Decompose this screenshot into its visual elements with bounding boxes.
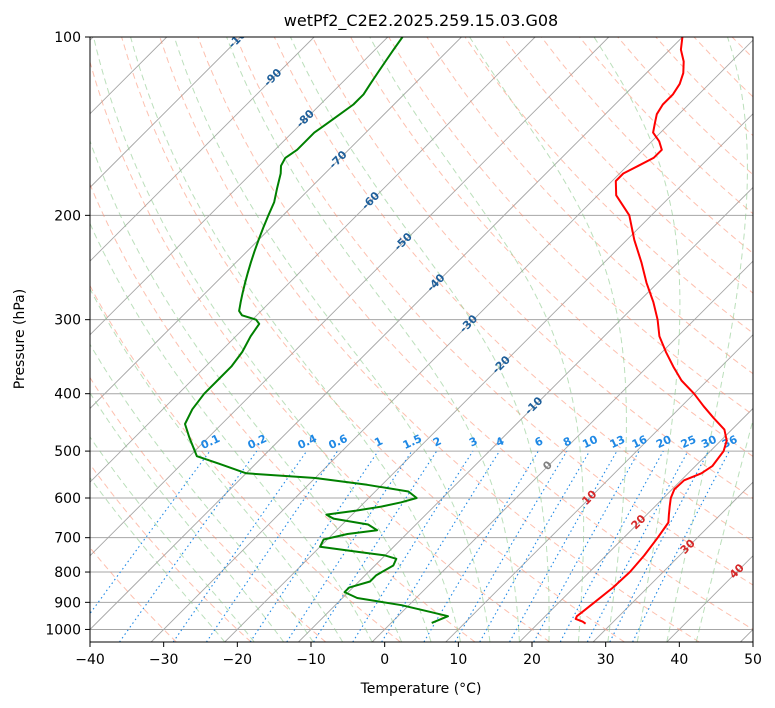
isotherm-line	[90, 37, 536, 483]
dry-adiabat	[121, 37, 625, 642]
isotherm-line	[224, 113, 753, 642]
moist-adiabat	[93, 37, 432, 642]
isotherm-line	[90, 37, 462, 410]
x-tick-label: 40	[670, 652, 688, 668]
moist-adiabat	[90, 343, 314, 642]
moist-adiabat	[469, 37, 627, 642]
x-tick-label: 30	[597, 652, 615, 668]
chart-title: wetPf2_C2E2.2025.259.15.03.G08	[284, 11, 558, 31]
x-axis-label: Temperature (°C)	[360, 681, 482, 697]
isotherm-line	[445, 334, 753, 642]
isotherm-line	[90, 37, 683, 631]
moist-adiabat	[226, 37, 520, 642]
mixing-ratio-line	[423, 450, 539, 642]
dry-adiabat	[235, 37, 753, 586]
plot-frame	[89, 36, 754, 643]
mixing-ratio-line	[313, 450, 438, 642]
x-tick-label: 0	[380, 652, 389, 668]
dewpoint-series-line	[184, 37, 449, 624]
y-tick-label: 900	[54, 595, 81, 611]
y-tick-label: 500	[54, 444, 81, 460]
moist-adiabat	[173, 37, 491, 642]
y-axis-label: Pressure (hPa)	[12, 289, 28, 389]
mixing-ratio-line	[454, 450, 568, 642]
y-tick-label: 1000	[45, 622, 81, 638]
dry-adiabat	[197, 37, 753, 630]
x-tick-label: −20	[223, 652, 253, 668]
mixing-ratio-line	[172, 450, 308, 642]
mixing-ratio-line	[586, 450, 689, 642]
x-tick-label: −30	[149, 652, 179, 668]
axis-ticks: −40 −30 −20 −10 0 10 20 30 40 50 1000 900 800 700 600 5…	[45, 30, 762, 668]
mixing-ratio-line	[352, 450, 474, 642]
moist-adiabat	[90, 476, 226, 642]
moist-adiabat	[290, 37, 550, 642]
moist-adiabat	[90, 139, 403, 642]
x-tick-label: 50	[744, 652, 762, 668]
y-tick-label: 300	[54, 313, 81, 329]
mixing-ratio-label: 25	[679, 433, 698, 451]
mixing-ratio-label: 20	[654, 433, 674, 451]
isotherm-line	[519, 407, 753, 642]
y-tick-label: 200	[54, 208, 81, 224]
x-tick-label: −10	[296, 652, 326, 668]
moist-adiabat	[90, 222, 373, 642]
isotherm-line	[592, 481, 753, 642]
x-tick-label: 10	[449, 652, 467, 668]
dry-adiabat	[502, 37, 753, 294]
y-tick-label: 800	[54, 565, 81, 581]
x-tick-label: 20	[523, 652, 541, 668]
dry-adiabat	[311, 37, 753, 500]
moist-adiabat	[90, 436, 255, 642]
temperature-series-line	[574, 37, 728, 625]
y-tick-label: 100	[54, 30, 81, 46]
mixing-ratio-line	[286, 450, 413, 642]
mixing-ratio-line	[205, 450, 338, 642]
dry-adiabat	[159, 37, 700, 642]
dry-adiabat	[90, 60, 551, 642]
y-tick-label: 400	[54, 387, 81, 403]
dry-adiabat	[273, 37, 753, 543]
dry-adiabat	[90, 463, 252, 642]
mixing-ratio-label: 16	[630, 433, 650, 451]
mixing-ratio-label: 10	[580, 433, 600, 451]
y-tick-label: 600	[54, 491, 81, 507]
mixing-ratio-line	[119, 450, 258, 642]
isotherm-line	[90, 37, 241, 189]
mixing-ratio-line	[249, 450, 379, 642]
x-tick-label: −40	[75, 652, 105, 668]
mixing-ratio-label: 30	[699, 433, 719, 451]
isotherm-line	[371, 260, 753, 642]
series-lines	[184, 37, 728, 625]
moist-adiabat	[666, 37, 748, 642]
moist-adiabat	[90, 392, 285, 642]
isotherm-line	[90, 37, 610, 557]
isotherm-line	[90, 37, 315, 262]
mixing-ratio-line	[381, 450, 500, 642]
moist-adiabat	[369, 37, 585, 642]
y-tick-label: 700	[54, 531, 81, 547]
moist-adiabat	[90, 287, 344, 642]
moist-adiabat	[593, 37, 681, 642]
mixing-ratio-label: 13	[608, 433, 627, 451]
isotherm-line	[90, 37, 389, 336]
isotherm-line	[150, 39, 753, 642]
moist-adiabat	[695, 418, 753, 642]
mixing-ratio-line	[559, 450, 664, 642]
